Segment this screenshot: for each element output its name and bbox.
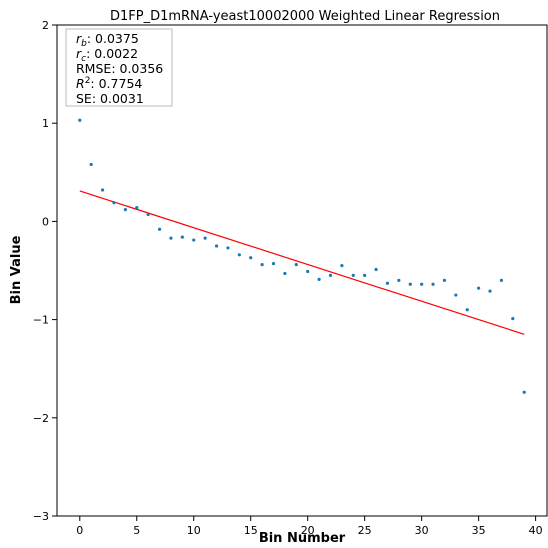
data-point xyxy=(306,269,310,274)
y-tick-label: −3 xyxy=(33,510,49,523)
data-point xyxy=(157,227,162,231)
data-point xyxy=(249,256,253,260)
x-tick-label: 20 xyxy=(301,524,315,537)
data-point xyxy=(100,188,105,192)
y-tick-label: −2 xyxy=(33,412,49,425)
data-point xyxy=(522,390,526,394)
data-point xyxy=(385,281,390,285)
data-point xyxy=(283,271,287,276)
data-point xyxy=(397,278,401,282)
data-point xyxy=(112,201,116,205)
data-point xyxy=(135,206,139,210)
plot-frame xyxy=(56,24,548,517)
x-tick-label: 10 xyxy=(187,524,201,537)
data-point xyxy=(317,277,321,281)
data-point xyxy=(328,273,333,278)
x-tick-label: 35 xyxy=(472,524,486,537)
data-points-layer xyxy=(78,118,526,394)
data-point xyxy=(203,236,207,240)
data-point xyxy=(431,282,435,286)
stats-box xyxy=(65,28,173,107)
data-point xyxy=(488,289,492,293)
fit-line-layer xyxy=(79,190,525,335)
data-point xyxy=(271,262,276,266)
y-axis-title: Bin Value xyxy=(9,235,24,304)
x-tick-label: 30 xyxy=(415,524,429,537)
data-point xyxy=(294,263,298,267)
data-point xyxy=(351,273,355,278)
data-point xyxy=(89,162,93,167)
x-tick-label: 25 xyxy=(358,524,372,537)
data-point xyxy=(123,208,127,212)
y-tick-label: −1 xyxy=(33,314,49,327)
x-axis-title: Bin Number xyxy=(259,531,346,546)
y-tick-label: 0 xyxy=(42,215,49,228)
data-point xyxy=(374,267,378,272)
data-point xyxy=(260,263,264,267)
data-point xyxy=(340,263,344,268)
plot-area xyxy=(56,24,548,517)
data-point xyxy=(477,286,481,290)
data-point xyxy=(226,246,230,250)
data-point xyxy=(408,282,412,286)
data-point xyxy=(442,278,447,282)
data-point xyxy=(454,293,458,297)
data-point xyxy=(146,212,150,217)
regression-line xyxy=(79,190,525,335)
stat-line: R2: 0.7754 xyxy=(76,76,142,91)
stat-line: SE: 0.0031 xyxy=(76,91,144,106)
x-tick-label: 40 xyxy=(529,524,543,537)
data-point xyxy=(78,118,82,122)
x-tick-label: 15 xyxy=(244,524,258,537)
data-point xyxy=(180,235,184,239)
data-point xyxy=(499,278,504,282)
data-point xyxy=(511,317,515,321)
data-point xyxy=(169,236,173,240)
data-point xyxy=(214,244,219,248)
stat-line: rc: 0.0022 xyxy=(76,46,138,64)
data-point xyxy=(237,253,241,257)
stat-line: RMSE: 0.0356 xyxy=(76,61,163,76)
data-point xyxy=(465,308,469,312)
y-axis: −3 −2 −1 0 1 2 xyxy=(33,19,57,523)
data-point xyxy=(363,273,367,278)
data-point xyxy=(192,238,196,242)
y-tick-label: 1 xyxy=(42,117,49,130)
chart-title: D1FP_D1mRNA-yeast10002000 Weighted Linea… xyxy=(110,9,500,24)
x-axis: 0 5 10 15 20 25 30 35 40 xyxy=(76,516,543,537)
data-point xyxy=(420,282,424,286)
x-tick-label: 5 xyxy=(133,524,140,537)
y-tick-label: 2 xyxy=(42,19,49,32)
stat-line: rb: 0.0375 xyxy=(76,31,139,49)
x-tick-label: 0 xyxy=(76,524,83,537)
